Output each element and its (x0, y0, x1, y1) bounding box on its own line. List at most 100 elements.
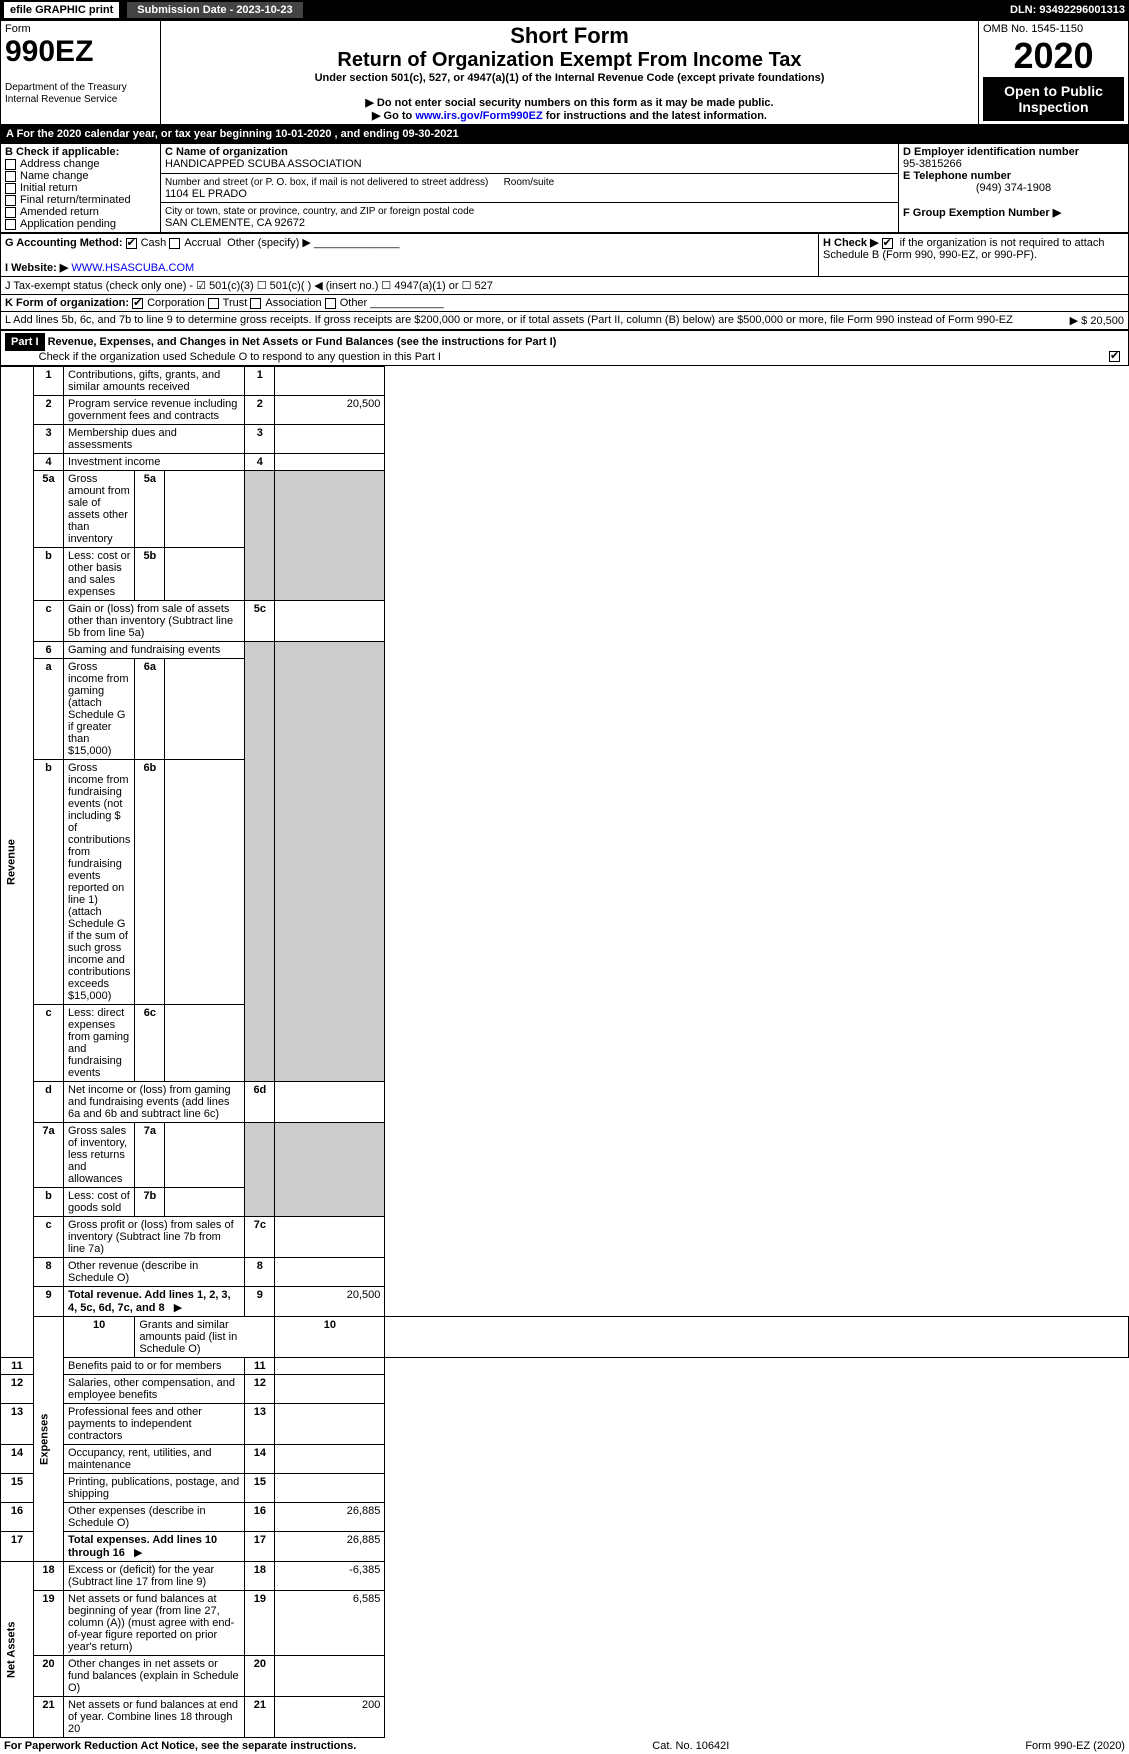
org-name: HANDICAPPED SCUBA ASSOCIATION (165, 158, 362, 170)
ln18-num: 18 (34, 1562, 64, 1591)
ln10-val (385, 1317, 1129, 1358)
h-label: H Check ▶ (823, 237, 879, 249)
ln10-text: Grants and similar amounts paid (list in… (135, 1317, 275, 1358)
ln7c-box: 7c (245, 1217, 275, 1258)
ln6b-text: Gross income from fundraising events (no… (64, 760, 135, 1005)
ln19-box: 19 (245, 1591, 275, 1656)
part1-label: Part I (5, 333, 45, 351)
g-label: G Accounting Method: (5, 237, 123, 249)
ln6b-box: 6b (135, 760, 165, 1005)
ln18-val: -6,385 (275, 1562, 385, 1591)
ln2-val: 20,500 (275, 396, 385, 425)
ln15-val (275, 1474, 385, 1503)
ln11-box: 11 (245, 1358, 275, 1375)
ln1-num: 1 (34, 367, 64, 396)
ck-cash[interactable] (126, 238, 137, 249)
ln16-val: 26,885 (275, 1503, 385, 1532)
ln16-text: Other expenses (describe in Schedule O) (64, 1503, 245, 1532)
goto-link[interactable]: ▶ Go to www.irs.gov/Form990EZ for instru… (165, 109, 974, 122)
street-address: 1104 EL PRADO (165, 188, 247, 200)
ln14-val (275, 1445, 385, 1474)
ln12-num: 12 (1, 1375, 34, 1404)
ln8-box: 8 (245, 1258, 275, 1287)
ck-final-return[interactable] (5, 195, 16, 206)
ln10-box: 10 (275, 1317, 385, 1358)
ln9-val: 20,500 (275, 1287, 385, 1317)
k-trust: Trust (223, 297, 248, 309)
ck-name-change[interactable] (5, 171, 16, 182)
open-inspection: Open to Public Inspection (983, 77, 1124, 121)
ln6-num: 6 (34, 642, 64, 659)
ln13-text: Professional fees and other payments to … (64, 1404, 245, 1445)
addr-label: Number and street (or P. O. box, if mail… (165, 177, 488, 188)
ln19-val: 6,585 (275, 1591, 385, 1656)
ln6a-text: Gross income from gaming (attach Schedul… (64, 659, 135, 760)
ck-corp[interactable] (132, 298, 143, 309)
ln9-box: 9 (245, 1287, 275, 1317)
ck-accrual[interactable] (169, 238, 180, 249)
ln6a-box: 6a (135, 659, 165, 760)
ln6b-val (165, 760, 245, 1005)
omb-number: OMB No. 1545-1150 (983, 23, 1124, 35)
ln13-val (275, 1404, 385, 1445)
ln1-box: 1 (245, 367, 275, 396)
irs-link[interactable]: www.irs.gov/Form990EZ (415, 110, 542, 122)
short-form-title: Short Form (165, 23, 974, 49)
cat-no: Cat. No. 10642I (652, 1740, 729, 1752)
ln4-num: 4 (34, 454, 64, 471)
ck-address-change[interactable] (5, 159, 16, 170)
ln4-box: 4 (245, 454, 275, 471)
b-init: Initial return (20, 182, 77, 194)
ln19-num: 19 (34, 1591, 64, 1656)
ln6c-text: Less: direct expenses from gaming and fu… (64, 1005, 135, 1082)
ln6d-box: 6d (245, 1082, 275, 1123)
ghi-table: G Accounting Method: Cash Accrual Other … (0, 233, 1129, 330)
ln1-val (275, 367, 385, 396)
grey-6 (245, 642, 275, 1082)
g-cash: Cash (141, 237, 167, 249)
website-link[interactable]: WWW.HSASCUBA.COM (71, 262, 194, 274)
ln9-num: 9 (34, 1287, 64, 1317)
j-line: J Tax-exempt status (check only one) - ☑… (5, 280, 493, 292)
ln11-val (275, 1358, 385, 1375)
ln15-num: 15 (1, 1474, 34, 1503)
netassets-vlabel: Net Assets (1, 1562, 34, 1738)
lines-table: Revenue 1 Contributions, gifts, grants, … (0, 366, 1129, 1738)
ck-h[interactable] (882, 238, 893, 249)
b-amend: Amended return (20, 206, 99, 218)
ln21-num: 21 (34, 1697, 64, 1738)
ln3-val (275, 425, 385, 454)
ln14-box: 14 (245, 1445, 275, 1474)
ln10-num: 10 (64, 1317, 135, 1358)
ln5c-val (275, 601, 385, 642)
ck-assoc[interactable] (250, 298, 261, 309)
b-label: B Check if applicable: (5, 146, 119, 158)
ck-trust[interactable] (208, 298, 219, 309)
ck-amended[interactable] (5, 207, 16, 218)
efile-print-label[interactable]: efile GRAPHIC print (4, 2, 119, 18)
ln12-text: Salaries, other compensation, and employ… (64, 1375, 245, 1404)
ln6d-val (275, 1082, 385, 1123)
dept-treasury: Department of the Treasury (5, 82, 127, 93)
ln6a-num: a (34, 659, 64, 760)
ck-app-pending[interactable] (5, 219, 16, 230)
g-other: Other (specify) ▶ (227, 237, 311, 249)
ln9-text: Total revenue. Add lines 1, 2, 3, 4, 5c,… (68, 1289, 231, 1314)
ck-part1-scho[interactable] (1109, 351, 1120, 362)
ln13-box: 13 (245, 1404, 275, 1445)
section-a: A For the 2020 calendar year, or tax yea… (0, 125, 1129, 143)
e-label: E Telephone number (903, 170, 1011, 182)
k-other: Other (340, 297, 368, 309)
ln18-text: Excess or (deficit) for the year (Subtra… (64, 1562, 245, 1591)
form-label: Form (5, 23, 31, 35)
l-amount: ▶ $ 20,500 (1070, 314, 1124, 327)
ln20-box: 20 (245, 1656, 275, 1697)
grey-6v (275, 642, 385, 1082)
ck-initial-return[interactable] (5, 183, 16, 194)
c-label: C Name of organization (165, 146, 288, 158)
pra-notice: For Paperwork Reduction Act Notice, see … (4, 1740, 356, 1752)
ln8-num: 8 (34, 1258, 64, 1287)
ln17-text: Total expenses. Add lines 10 through 16 (68, 1534, 217, 1559)
ck-other[interactable] (325, 298, 336, 309)
ln4-text: Investment income (64, 454, 245, 471)
